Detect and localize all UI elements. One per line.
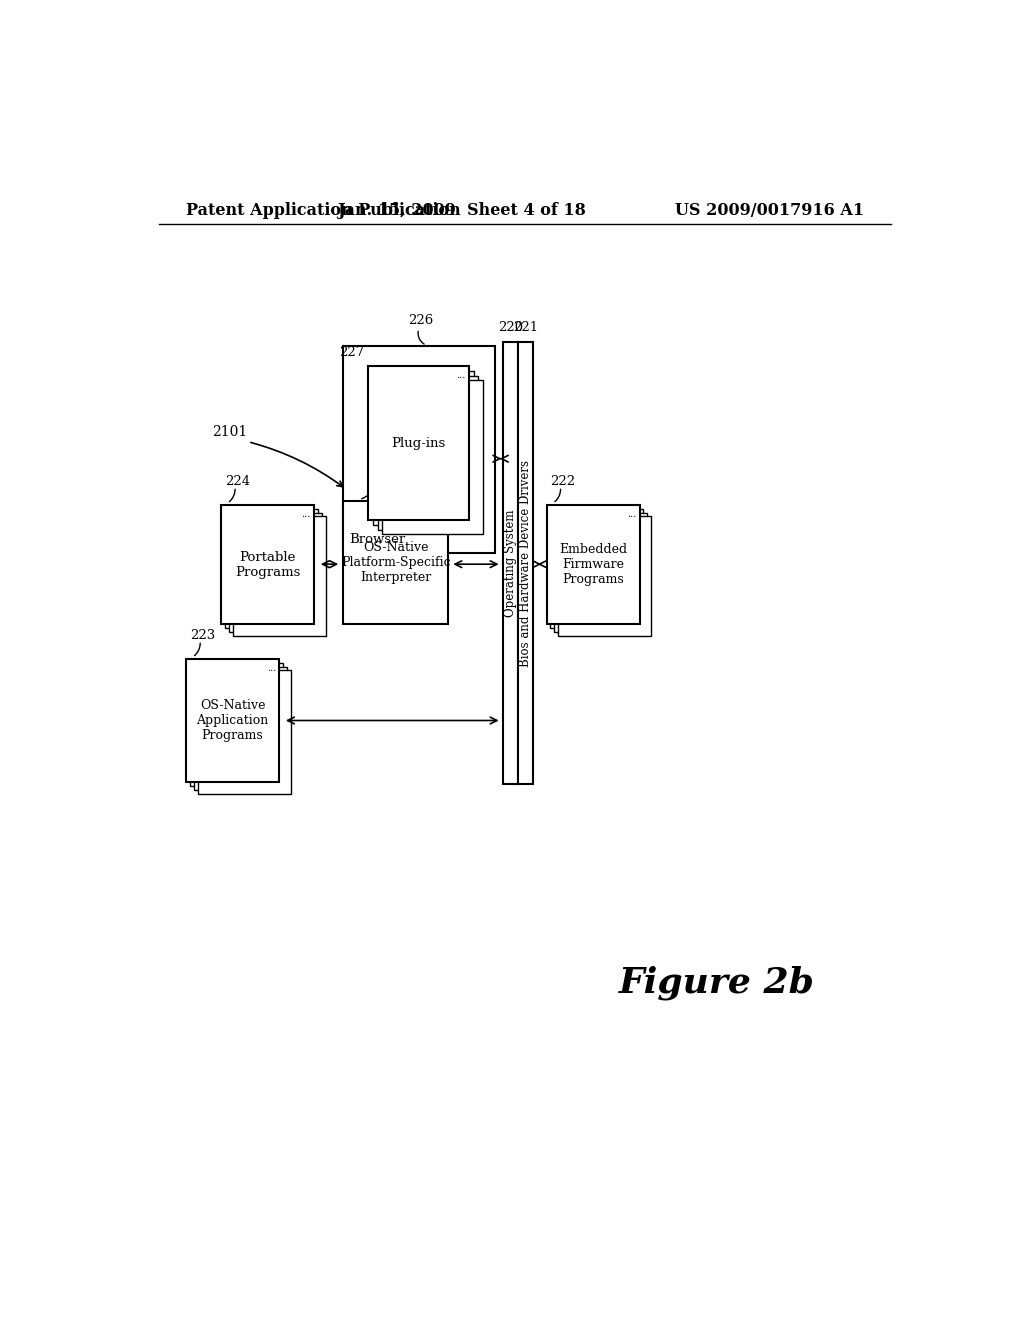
Bar [547,504,640,624]
Bar [378,376,478,529]
Bar [518,342,532,784]
Bar [225,508,317,628]
Bar [198,671,291,793]
Text: Operating System: Operating System [504,510,517,616]
Text: 226: 226 [409,314,434,327]
Text: 221: 221 [513,321,538,334]
Bar [550,508,643,628]
Text: 224: 224 [225,475,250,488]
Text: Browser: Browser [349,533,406,545]
Text: Embedded
Firmware
Programs: Embedded Firmware Programs [559,543,627,586]
Text: OS-Native
Application
Programs: OS-Native Application Programs [197,700,268,742]
Text: OS-Native
Platform-Specific
Interpreter: OS-Native Platform-Specific Interpreter [341,541,451,585]
Text: Figure 2b: Figure 2b [620,965,815,999]
Text: 222: 222 [550,475,575,488]
Bar [343,346,495,553]
Text: US 2009/0017916 A1: US 2009/0017916 A1 [675,202,864,219]
Text: Patent Application Publication: Patent Application Publication [186,202,461,219]
Text: Jan. 15, 2009  Sheet 4 of 18: Jan. 15, 2009 Sheet 4 of 18 [337,202,586,219]
Bar [558,516,651,636]
Bar [186,659,280,781]
Text: 223: 223 [190,630,215,643]
Bar [373,371,474,525]
Text: Bios and Hardware Device Drivers: Bios and Hardware Device Drivers [519,459,531,667]
Text: ...: ... [457,371,466,380]
Bar [382,380,483,535]
Text: ...: ... [627,510,636,519]
Bar [221,504,314,624]
Bar [554,512,647,632]
Bar [343,502,449,624]
Bar [232,516,326,636]
Text: Portable
Programs: Portable Programs [234,550,300,578]
Bar [369,367,469,520]
Text: 225: 225 [371,471,395,484]
Text: 2101: 2101 [212,425,247,438]
Bar [228,512,322,632]
Bar [194,667,287,789]
Bar [503,342,518,784]
Bar [190,663,283,785]
Text: 227: 227 [339,346,365,359]
Text: Plug-ins: Plug-ins [391,437,445,450]
Text: ...: ... [266,664,276,673]
Text: ...: ... [301,510,311,519]
Text: 220: 220 [498,321,523,334]
